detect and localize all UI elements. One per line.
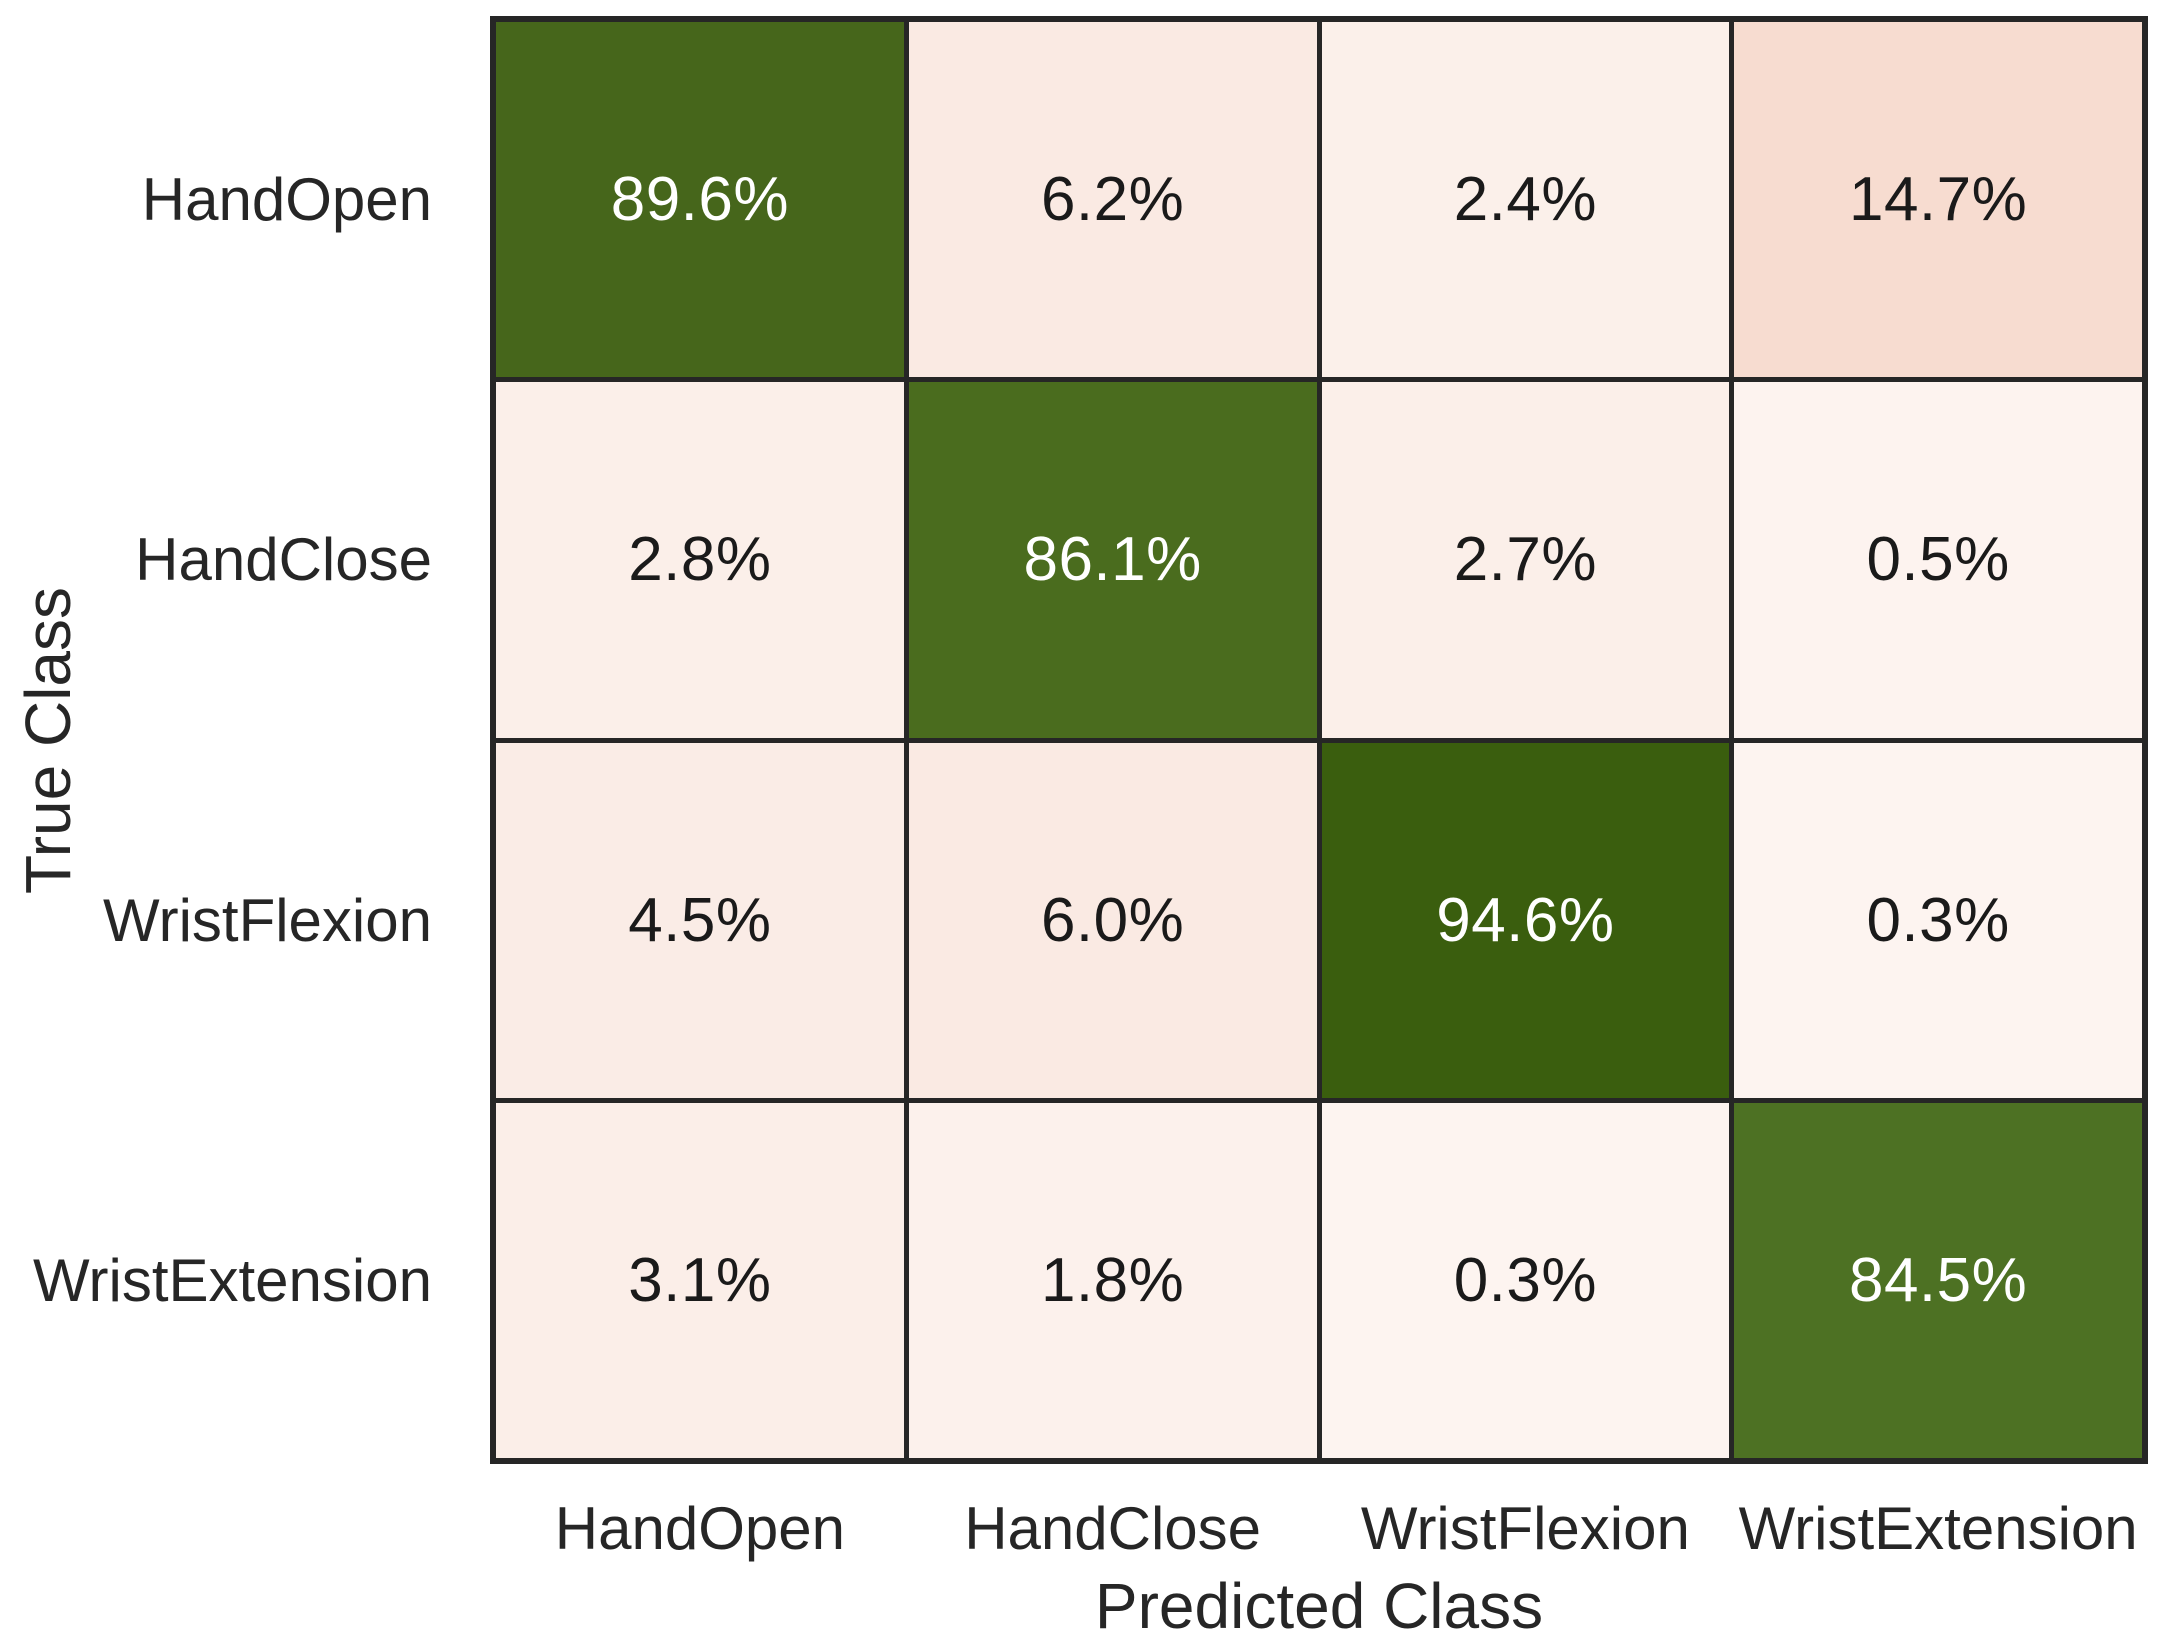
matrix-cell-WristExtension-HandClose: 1.8% (908, 1102, 1317, 1458)
y-tick-label-WristFlexion: WristFlexion (103, 886, 432, 954)
y-axis-tick-labels: HandOpen HandClose WristFlexion WristExtens… (0, 16, 460, 1464)
y-tick-label-HandClose: HandClose (135, 526, 432, 594)
x-tick-label-HandClose: HandClose (964, 1494, 1262, 1562)
matrix-cell-HandOpen-WristExtension: 14.7% (1734, 22, 2142, 378)
x-axis-tick-labels: HandOpen HandClose WristFlexion WristExtens… (490, 1472, 2148, 1584)
matrix-cell-HandOpen-HandClose: 6.2% (908, 22, 1317, 378)
matrix-cell-HandClose-WristExtension: 0.5% (1734, 382, 2142, 738)
confusion-matrix-grid: 89.6% 6.2% 2.4% 14.7% 2.8% 86.1% 2.7% 0.5% 4.5% 6… (490, 16, 2148, 1464)
matrix-cell-HandClose-WristFlexion: 2.7% (1321, 382, 1730, 738)
matrix-cell-WristExtension-WristFlexion: 0.3% (1321, 1102, 1730, 1458)
matrix-cell-WristExtension-WristExtension: 84.5% (1734, 1102, 2142, 1458)
matrix-cell-WristFlexion-WristExtension: 0.3% (1734, 742, 2142, 1098)
matrix-cell-HandClose-HandClose: 86.1% (908, 382, 1317, 738)
matrix-cell-HandOpen-WristFlexion: 2.4% (1321, 22, 1730, 378)
x-tick-label-WristFlexion: WristFlexion (1360, 1494, 1690, 1562)
y-tick-label-WristExtension: WristExtension (32, 1246, 432, 1314)
y-tick-label-HandOpen: HandOpen (141, 166, 432, 234)
matrix-cell-WristFlexion-HandClose: 6.0% (908, 742, 1317, 1098)
matrix-cell-WristExtension-HandOpen: 3.1% (496, 1102, 904, 1458)
matrix-cell-HandOpen-HandOpen: 89.6% (496, 22, 904, 378)
matrix-cell-WristFlexion-HandOpen: 4.5% (496, 742, 904, 1098)
x-axis-title: Predicted Class (1094, 1570, 1544, 1642)
x-tick-label-HandOpen: HandOpen (554, 1494, 845, 1562)
x-tick-label-WristExtension: WristExtension (1738, 1494, 2138, 1562)
matrix-cell-WristFlexion-WristFlexion: 94.6% (1321, 742, 1730, 1098)
matrix-cell-HandClose-HandOpen: 2.8% (496, 382, 904, 738)
